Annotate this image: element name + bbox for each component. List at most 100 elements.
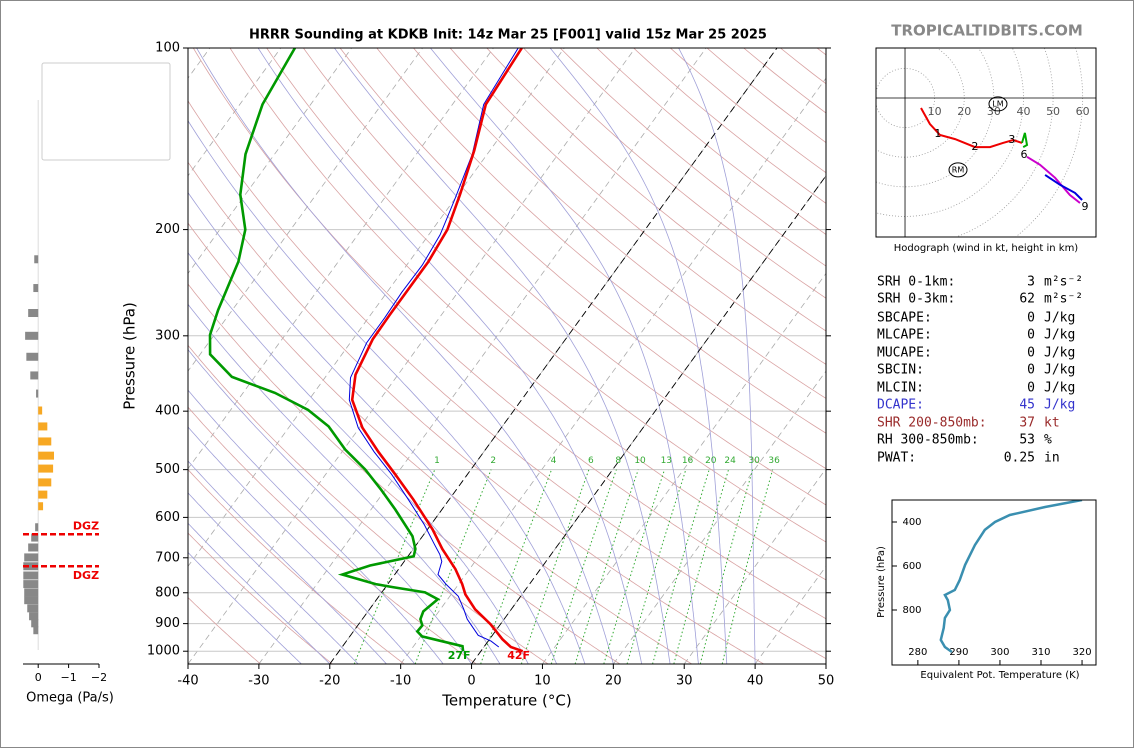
omega-tick-label: 0 <box>35 671 42 684</box>
stat-unit: % <box>1044 433 1052 448</box>
x-tick-label: -20 <box>319 674 340 689</box>
profile-line <box>208 48 465 652</box>
hodograph-caption: Hodograph (wind in kt, height in km) <box>894 243 1079 254</box>
stat-value: 0 <box>1027 363 1035 378</box>
mixing-ratio-label: 36 <box>768 456 780 466</box>
stat-unit: J/kg <box>1044 363 1075 378</box>
x-tick-label: -40 <box>177 674 198 689</box>
storm-motion-label: RM <box>952 165 965 174</box>
y-tick-label: 600 <box>155 510 180 525</box>
omega-bar <box>38 502 44 511</box>
stat-unit: J/kg <box>1044 311 1075 326</box>
omega-bar <box>33 626 39 635</box>
pseudoadiabat <box>188 120 586 664</box>
omega-bar <box>31 619 39 628</box>
main-frame <box>187 47 827 665</box>
x-tick-label: -10 <box>390 674 411 689</box>
isotherm <box>188 48 282 177</box>
stat-label: SBCAPE: <box>877 311 932 326</box>
theta-e-x-tick-label: 280 <box>908 647 927 658</box>
stat-unit: kt <box>1044 416 1060 431</box>
omega-bar <box>24 596 39 605</box>
pseudoadiabat <box>188 303 501 664</box>
omega-bar <box>25 331 39 340</box>
hodograph-line <box>1026 155 1081 204</box>
omega-bar <box>38 451 55 460</box>
ring-label: 20 <box>957 105 971 118</box>
storm-motion-label: LM <box>992 99 1003 108</box>
pseudoadiabat <box>188 522 331 664</box>
theta-e-x-tick-label: 300 <box>990 647 1009 658</box>
theta-e-x-label: Equivalent Pot. Temperature (K) <box>920 670 1079 681</box>
y-tick-label: 900 <box>155 616 180 631</box>
stat-unit: in <box>1044 451 1060 466</box>
y-axis-label: Pressure (hPa) <box>121 302 139 410</box>
x-tick-label: 50 <box>818 674 835 689</box>
y-tick-label: 500 <box>155 462 180 477</box>
site-label: TROPICALTIDBITS.COM <box>891 22 1083 40</box>
omega-bar <box>29 612 39 621</box>
stat-value: 0 <box>1027 381 1035 396</box>
omega-bar <box>31 533 39 542</box>
mixing-ratio-line <box>603 469 666 664</box>
mixing-ratio-line <box>550 469 617 664</box>
height-label: 9 <box>1082 200 1089 213</box>
omega-bar <box>38 422 48 431</box>
pseudoadiabat <box>188 460 387 664</box>
stat-unit: J/kg <box>1044 398 1075 413</box>
dry-adiabat <box>523 48 826 299</box>
stat-unit: m²s⁻² <box>1044 292 1083 307</box>
stat-label: SHR 200-850mb: <box>877 416 987 431</box>
omega-bar <box>38 464 54 473</box>
pseudoadiabat <box>196 48 614 664</box>
isotherm <box>188 48 352 275</box>
mixing-ratio-label: 1 <box>434 456 440 466</box>
stat-label: SRH 0-3km: <box>877 292 955 307</box>
height-label: 1 <box>934 127 941 140</box>
omega-bar <box>33 284 39 293</box>
y-tick-label: 1000 <box>147 644 180 659</box>
theta-e-frame <box>891 499 1097 666</box>
dgz-label: DGZ <box>73 519 99 532</box>
pseudoadiabat <box>188 191 557 664</box>
hodograph-line <box>920 107 1023 149</box>
mixing-ratio-line <box>699 469 754 664</box>
isotherm <box>188 48 494 470</box>
omega-bar <box>24 588 39 597</box>
stat-value: 0 <box>1027 328 1035 343</box>
stat-label: MUCAPE: <box>877 346 932 361</box>
storm-motion-marker <box>988 96 1008 112</box>
dry-adiabat <box>339 48 826 470</box>
mixing-ratio-label: 30 <box>748 456 760 466</box>
stat-label: DCAPE: <box>877 398 924 413</box>
mixing-ratio-line <box>626 469 687 664</box>
mixing-ratio-line <box>652 469 710 664</box>
dry-adiabat <box>188 532 333 664</box>
pseudoadiabat <box>430 48 699 664</box>
profile-line <box>350 48 524 653</box>
isotherm-grid <box>400 77 826 664</box>
chart-title: HRRR Sounding at KDKB Init: 14z Mar 25 [… <box>249 28 767 43</box>
stat-value: 45 <box>1019 398 1035 413</box>
stat-value: 0 <box>1027 346 1035 361</box>
pseudoadiabat <box>257 48 643 664</box>
mixing-ratio-label: 4 <box>551 456 557 466</box>
omega-bar <box>38 490 48 499</box>
height-label: 6 <box>1021 148 1028 161</box>
dry-adiabat <box>188 469 405 664</box>
mixing-ratio-label: 24 <box>724 456 736 466</box>
omega-bar <box>23 571 39 580</box>
theta-e-x-tick-label: 290 <box>949 647 968 658</box>
omega-bar <box>28 543 39 552</box>
omega-bar <box>23 580 39 589</box>
surface-label: 42F <box>507 649 530 662</box>
mixing-ratio-label: 2 <box>490 456 496 466</box>
stat-label: SBCIN: <box>877 363 924 378</box>
mixing-ratio-line <box>574 469 639 664</box>
theta-e-y-tick-label: 800 <box>902 605 921 616</box>
stat-label: SRH 0-1km: <box>877 275 955 290</box>
omega-bar <box>27 604 39 613</box>
dry-adiabat <box>303 48 826 506</box>
omega-bar <box>28 309 39 318</box>
theta-e-line <box>939 500 1083 654</box>
